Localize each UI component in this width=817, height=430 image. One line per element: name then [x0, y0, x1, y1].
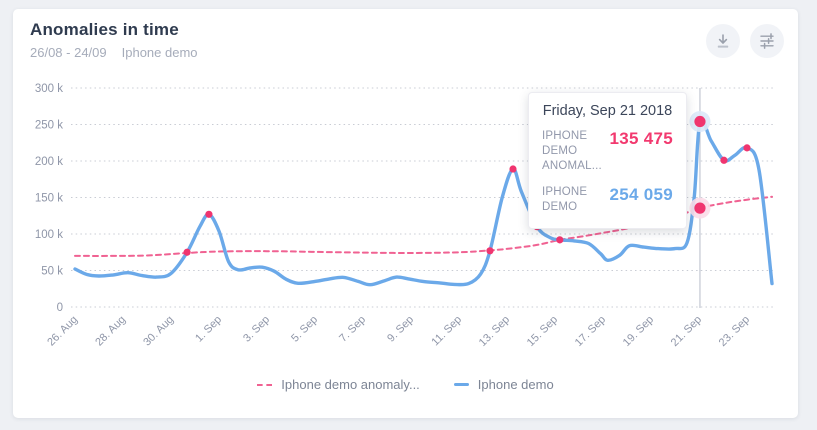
x-axis-tick-label: 15. Sep [525, 314, 560, 349]
x-axis-tick-label: 23. Sep [717, 314, 752, 349]
page-title: Anomalies in time [30, 20, 179, 39]
x-axis-tick-label: 28. Aug [93, 314, 128, 349]
solid-line-swatch [453, 382, 469, 387]
sliders-icon [760, 33, 774, 49]
x-axis-tick-label: 19. Sep [621, 314, 656, 349]
x-axis-tick-label: 17. Sep [573, 314, 608, 349]
y-axis-tick-label: 50 k [41, 266, 63, 278]
anomalies-card: 0 50 k 100 k 150 k 200 k 250 k 300 k 26. Aug 28.… [13, 9, 798, 418]
legend-label: Iphone demo [477, 377, 554, 392]
card-actions [706, 20, 784, 58]
x-axis-tick-label: 3. Sep [241, 314, 272, 345]
anomaly-dot[interactable] [486, 247, 494, 255]
highlighted-point[interactable] [694, 115, 706, 128]
download-button[interactable] [706, 24, 740, 58]
x-axis-tick-label: 11. Sep [429, 314, 464, 349]
x-axis-tick-label: 13. Sep [477, 314, 512, 349]
highlighted-point[interactable] [694, 202, 706, 214]
y-axis-tick-label: 100 k [35, 229, 63, 241]
y-axis-tick-label: 150 k [35, 193, 63, 205]
y-axis-tick-label: 250 k [35, 120, 63, 132]
x-axis-tick-label: 30. Aug [141, 314, 176, 349]
x-axis-tick-label: 21. Sep [669, 314, 704, 349]
legend-item-anomaly[interactable]: Iphone demo anomaly... [257, 377, 420, 392]
iphone-demo-line[interactable] [73, 117, 774, 287]
x-axis-tick-label: 7. Sep [337, 314, 368, 345]
x-axis-tick-label: 1. Sep [193, 314, 224, 345]
card-titles: Anomalies in time 26/08 - 24/09 Iphone d… [30, 20, 198, 60]
anomaly-dot[interactable] [509, 165, 517, 173]
x-axis-tick-label: 9. Sep [385, 314, 416, 345]
anomaly-dot[interactable] [720, 156, 728, 164]
tooltip-date: Friday, Sep 21 2018 [542, 103, 673, 119]
anomaly-dot[interactable] [556, 236, 564, 244]
y-axis-tick-label: 0 [57, 302, 63, 314]
tooltip-value-series: 254 059 [609, 184, 673, 204]
dashed-line-swatch [257, 383, 273, 386]
segment-name: Iphone demo [121, 45, 198, 60]
anomaly-dot[interactable] [743, 144, 751, 152]
card-header: Anomalies in time 26/08 - 24/09 Iphone d… [30, 20, 784, 60]
card-subtitle: 26/08 - 24/09 Iphone demo [30, 45, 198, 60]
legend-label: Iphone demo anomaly... [281, 377, 420, 392]
chart-tooltip: Friday, Sep 21 2018 IPHONE DEMO ANOMAL..… [528, 92, 687, 229]
tooltip-label: IPHONE DEMO ANOMAL... [542, 130, 602, 173]
anomalies-chart[interactable]: 0 50 k 100 k 150 k 200 k 250 k 300 k 26. Aug 28.… [13, 9, 798, 418]
download-icon [717, 34, 729, 48]
tooltip-label: IPHONE DEMO [542, 185, 588, 213]
chart-settings-button[interactable] [750, 24, 784, 58]
tooltip-value-anomaly: 135 475 [609, 129, 673, 148]
tooltip-row-series: IPHONE DEMO 254 059 [542, 185, 673, 215]
y-axis-tick-label: 200 k [35, 156, 63, 168]
date-range: 26/08 - 24/09 [30, 45, 107, 60]
y-axis-tick-label: 300 k [35, 83, 63, 95]
x-axis-tick-label: 5. Sep [289, 314, 320, 345]
chart-legend: Iphone demo anomaly... Iphone demo [13, 377, 798, 392]
anomaly-dot[interactable] [183, 248, 191, 256]
x-axis-tick-label: 26. Aug [45, 314, 80, 349]
legend-item-series[interactable]: Iphone demo [453, 377, 554, 392]
anomaly-dot[interactable] [205, 210, 213, 218]
tooltip-row-anomaly: IPHONE DEMO ANOMAL... 135 475 [542, 129, 673, 175]
